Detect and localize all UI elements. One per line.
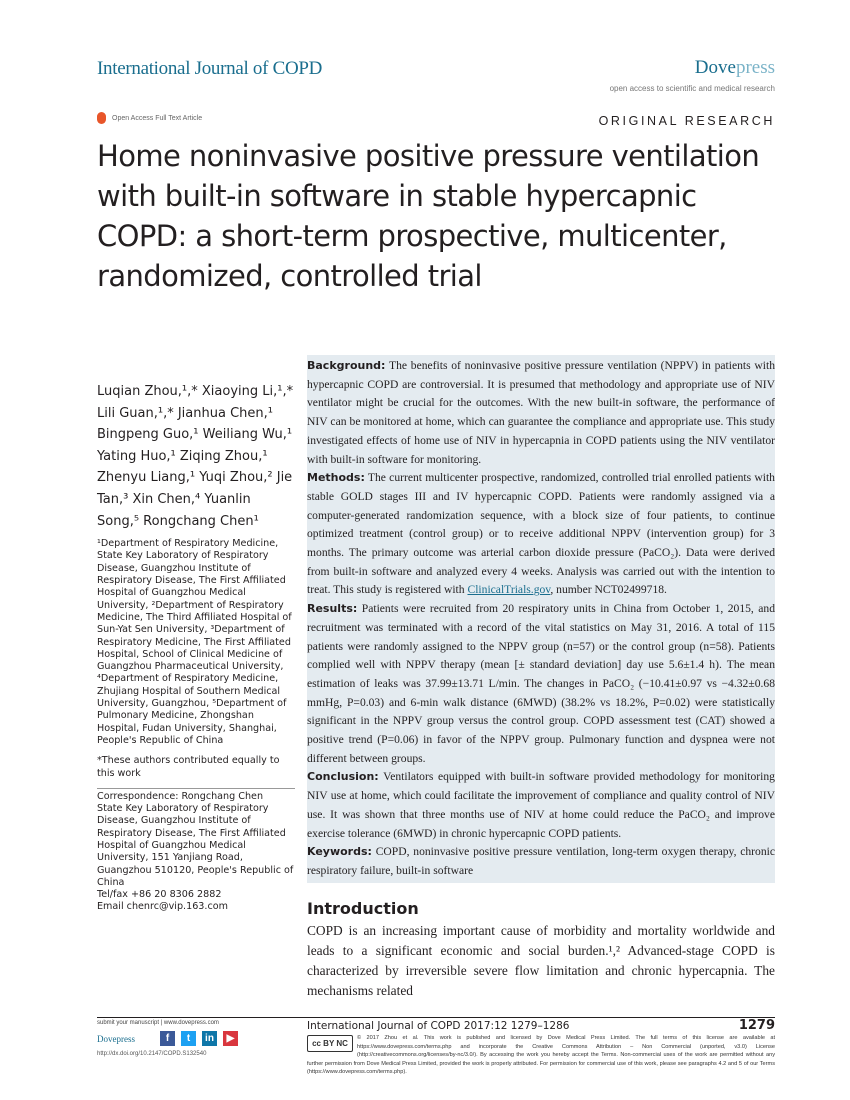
- footer-publisher: Dovepress: [97, 1034, 135, 1044]
- right-column: Background: The benefits of noninvasive …: [307, 355, 775, 1001]
- correspondence-address: State Key Laboratory of Respiratory Dise…: [97, 803, 294, 888]
- abstract-results: Results: Patients were recruited from 20…: [307, 600, 775, 768]
- open-access-lock-icon: [97, 112, 106, 124]
- social-links: f t in ▶: [160, 1031, 238, 1046]
- methods-text-end: , number NCT02499718.: [550, 583, 667, 597]
- linkedin-icon[interactable]: in: [202, 1031, 217, 1046]
- submit-manuscript-link[interactable]: submit your manuscript | www.dovepress.c…: [97, 1020, 219, 1026]
- youtube-icon[interactable]: ▶: [223, 1031, 238, 1046]
- background-text: The benefits of noninvasive positive pre…: [307, 359, 775, 466]
- creative-commons-badge: cc BY NC: [307, 1035, 353, 1052]
- footer-divider: [97, 1017, 775, 1018]
- results-text: Patients were recruited from 20 respirat…: [307, 602, 775, 765]
- page-number: 1279: [738, 1018, 775, 1033]
- facebook-icon[interactable]: f: [160, 1031, 175, 1046]
- methods-text: The current multicenter prospective, ran…: [307, 471, 775, 597]
- publisher-light: press: [735, 57, 775, 78]
- journal-name: International Journal of COPD: [97, 58, 323, 79]
- abstract-methods: Methods: The current multicenter prospec…: [307, 469, 775, 600]
- abstract-background: Background: The benefits of noninvasive …: [307, 357, 775, 469]
- twitter-icon[interactable]: t: [181, 1031, 196, 1046]
- license-text-cont: hereby accept the Terms. Non-commercial …: [307, 1052, 775, 1075]
- abstract: Background: The benefits of noninvasive …: [307, 355, 775, 883]
- article-type: ORIGINAL RESEARCH: [598, 114, 775, 128]
- abstract-conclusion: Conclusion: Ventilators equipped with bu…: [307, 768, 775, 843]
- license-block: cc BY NC © 2017 Zhou et al. This work is…: [307, 1034, 775, 1077]
- footer-citation: International Journal of COPD 2017:12 12…: [307, 1020, 570, 1032]
- license-text: © 2017 Zhou et al. This work is publishe…: [357, 1035, 775, 1058]
- background-label: Background:: [307, 359, 386, 372]
- methods-label: Methods:: [307, 471, 365, 485]
- doi-link[interactable]: http://dx.doi.org/10.2147/COPD.S132540: [97, 1051, 207, 1057]
- equal-contribution-note: *These authors contributed equally to th…: [97, 755, 280, 779]
- keywords-text: COPD, noninvasive positive pressure vent…: [307, 845, 775, 877]
- correspondence-name: Correspondence: Rongchang Chen: [97, 790, 264, 802]
- keywords-label: Keywords:: [307, 845, 372, 859]
- correspondence: Correspondence: Rongchang Chen State Key…: [97, 787, 295, 914]
- abstract-keywords: Keywords: COPD, noninvasive positive pre…: [307, 843, 775, 880]
- publisher-tagline: open access to scientific and medical re…: [609, 84, 775, 93]
- results-label: Results:: [307, 602, 358, 616]
- open-access-label: Open Access Full Text Article: [97, 112, 202, 124]
- left-column: Luqian Zhou,¹,* Xiaoying Li,¹,* Lili Gua…: [97, 381, 295, 914]
- affiliations: ¹Department of Respiratory Medicine, Sta…: [97, 538, 292, 746]
- conclusion-label: Conclusion:: [307, 770, 379, 784]
- clinicaltrials-link[interactable]: ClinicalTrials.gov: [467, 583, 551, 597]
- author-list: Luqian Zhou,¹,* Xiaoying Li,¹,* Lili Gua…: [97, 384, 294, 529]
- introduction-heading: Introduction: [307, 898, 419, 918]
- publisher-logo: Dovepress: [695, 57, 775, 79]
- article-title: Home noninvasive positive pressure venti…: [97, 139, 760, 293]
- open-access-text: Open Access Full Text Article: [112, 114, 203, 122]
- publisher-bold: Dove: [694, 57, 736, 78]
- correspondence-email[interactable]: Email chenrc@vip.163.com: [97, 901, 228, 913]
- correspondence-phone: Tel/fax +86 20 8306 2882: [97, 889, 222, 901]
- introduction-text: COPD is an increasing important cause of…: [307, 922, 775, 998]
- conclusion-text: Ventilators equipped with built-in softw…: [307, 770, 775, 840]
